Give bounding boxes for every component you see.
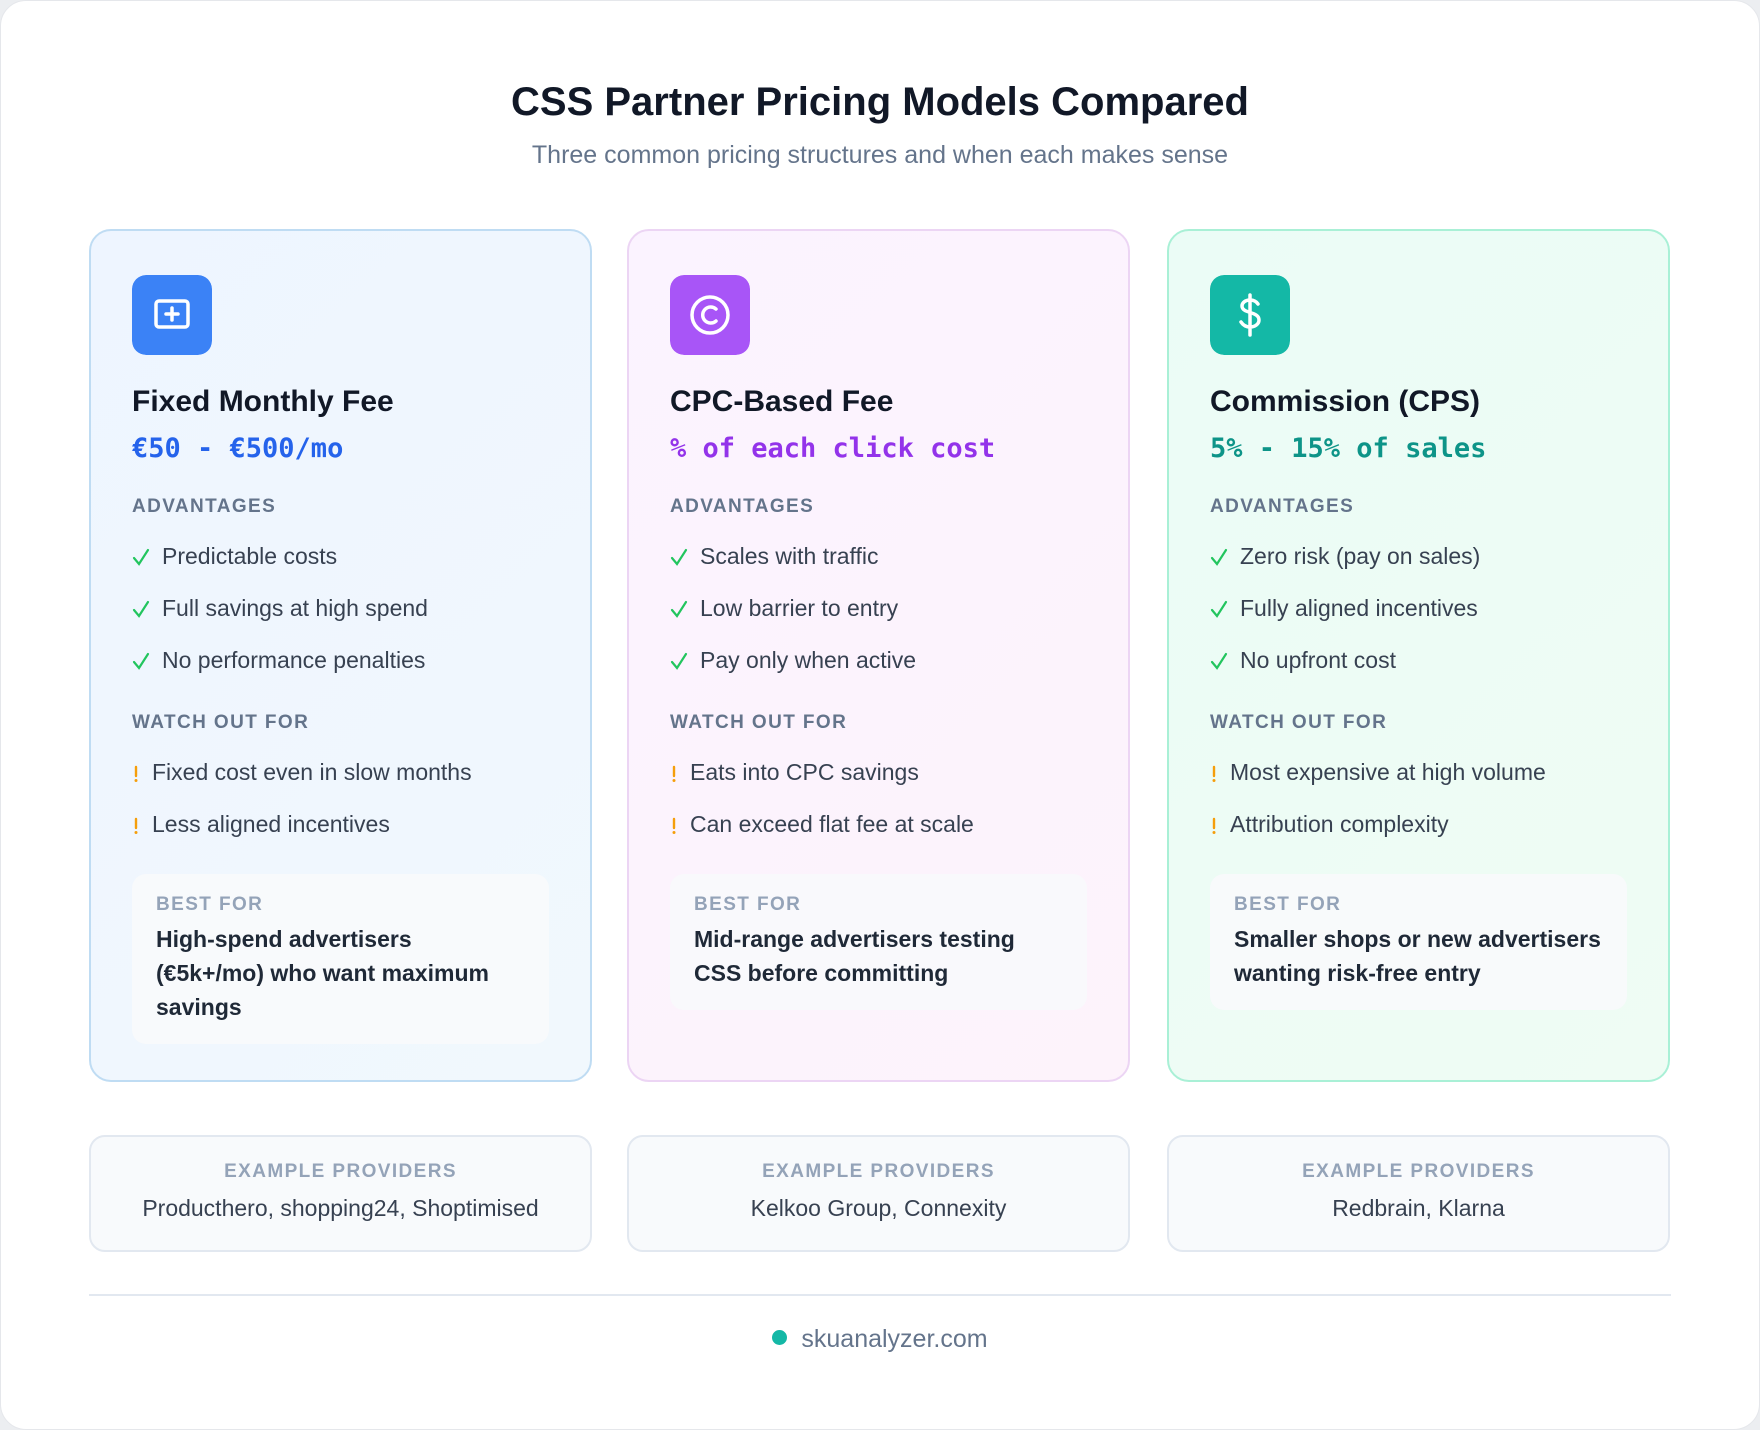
check-icon <box>132 652 150 670</box>
best-for-box: BEST FOR High-spend advertisers (€5k+/mo)… <box>132 874 549 1044</box>
check-icon <box>670 600 688 618</box>
providers-label: EXAMPLE PROVIDERS <box>224 1161 457 1182</box>
advantage-text: Zero risk (pay on sales) <box>1240 542 1481 569</box>
watch-text: Fixed cost even in slow months <box>152 758 472 785</box>
best-for-box: BEST FOR Smaller shops or new advertisers… <box>1210 874 1627 1010</box>
best-for-box: BEST FOR Mid-range advertisers testing CS… <box>670 874 1087 1010</box>
watch-list: Fixed cost even in slow months Less align… <box>132 746 549 850</box>
advantage-item: No upfront cost <box>1210 634 1627 686</box>
watch-text: Less aligned incentives <box>152 810 390 837</box>
warning-icon <box>134 765 138 782</box>
watch-item: Attribution complexity <box>1210 798 1627 850</box>
pricing-card: Fixed Monthly Fee €50 - €500/mo ADVANTAGES… <box>89 229 592 1082</box>
advantage-text: Pay only when active <box>700 646 917 673</box>
best-for-label: BEST FOR <box>1234 894 1342 915</box>
advantage-text: No upfront cost <box>1240 646 1396 673</box>
providers-names: Producthero, shopping24, Shoptimised <box>142 1195 539 1221</box>
section-label: WATCH OUT FOR <box>670 712 848 733</box>
providers-box: EXAMPLE PROVIDERS Producthero, shopping24… <box>89 1135 592 1252</box>
watch-item: Most expensive at high volume <box>1210 746 1627 798</box>
card-title: CPC-Based Fee <box>670 385 894 418</box>
advantage-item: Pay only when active <box>670 634 1087 686</box>
advantages-list: Zero risk (pay on sales) Fully aligned in… <box>1210 530 1627 686</box>
check-icon <box>132 600 150 618</box>
warning-icon <box>134 817 138 834</box>
watch-list: Eats into CPC savings Can exceed flat fee… <box>670 746 1087 850</box>
best-for-text: High-spend advertisers (€5k+/mo) who wan… <box>156 926 489 1020</box>
advantage-item: Low barrier to entry <box>670 582 1087 634</box>
check-icon <box>1210 652 1228 670</box>
providers-names: Redbrain, Klarna <box>1332 1195 1505 1221</box>
pricing-card: CPC-Based Fee % of each click cost ADVANTA… <box>627 229 1130 1082</box>
warning-icon <box>672 765 676 782</box>
section-label: ADVANTAGES <box>670 496 815 517</box>
advantage-item: Fully aligned incentives <box>1210 582 1627 634</box>
providers-names: Kelkoo Group, Connexity <box>750 1195 1007 1221</box>
watch-item: Can exceed flat fee at scale <box>670 798 1087 850</box>
card-price: €50 - €500/mo <box>132 433 344 464</box>
advantages-list: Scales with traffic Low barrier to entry P… <box>670 530 1087 686</box>
pricing-card: Commission (CPS) 5% - 15% of sales ADVANTA… <box>1167 229 1670 1082</box>
advantage-item: Zero risk (pay on sales) <box>1210 530 1627 582</box>
advantage-item: Scales with traffic <box>670 530 1087 582</box>
advantage-text: Full savings at high spend <box>162 594 428 621</box>
section-label: WATCH OUT FOR <box>132 712 310 733</box>
section-label: ADVANTAGES <box>1210 496 1355 517</box>
card-icon <box>1210 275 1290 355</box>
card-icon <box>132 275 212 355</box>
watch-text: Can exceed flat fee at scale <box>690 810 974 837</box>
card-price: 5% - 15% of sales <box>1210 433 1487 464</box>
watch-text: Most expensive at high volume <box>1230 758 1546 785</box>
divider <box>89 1294 1671 1296</box>
watch-text: Eats into CPC savings <box>690 758 919 785</box>
providers-label: EXAMPLE PROVIDERS <box>1302 1161 1535 1182</box>
card-icon <box>670 275 750 355</box>
watch-item: Fixed cost even in slow months <box>132 746 549 798</box>
section-label: ADVANTAGES <box>132 496 277 517</box>
best-for-label: BEST FOR <box>156 894 264 915</box>
best-for-text: Mid-range advertisers testing CSS before… <box>694 926 1015 986</box>
advantage-text: Predictable costs <box>162 542 338 569</box>
page-title: CSS Partner Pricing Models Compared <box>511 80 1249 124</box>
advantage-text: Scales with traffic <box>700 542 879 569</box>
providers-box: EXAMPLE PROVIDERS Redbrain, Klarna <box>1167 1135 1670 1252</box>
card-title: Fixed Monthly Fee <box>132 385 394 418</box>
watch-list: Most expensive at high volume Attribution… <box>1210 746 1627 850</box>
check-icon <box>132 548 150 566</box>
best-for-label: BEST FOR <box>694 894 802 915</box>
advantage-text: No performance penalties <box>162 646 426 673</box>
warning-icon <box>1212 817 1216 834</box>
advantage-text: Low barrier to entry <box>700 594 899 621</box>
footer-site: skuanalyzer.com <box>801 1325 988 1353</box>
advantage-item: Predictable costs <box>132 530 549 582</box>
footer: skuanalyzer.com <box>0 1325 1760 1354</box>
footer-dot <box>772 1330 788 1345</box>
warning-icon <box>672 817 676 834</box>
providers-box: EXAMPLE PROVIDERS Kelkoo Group, Connexity <box>627 1135 1130 1252</box>
providers-label: EXAMPLE PROVIDERS <box>762 1161 995 1182</box>
advantages-list: Predictable costs Full savings at high sp… <box>132 530 549 686</box>
watch-text: Attribution complexity <box>1230 810 1449 837</box>
card-price: % of each click cost <box>670 433 996 464</box>
warning-icon <box>1212 765 1216 782</box>
card-title: Commission (CPS) <box>1210 385 1481 418</box>
check-icon <box>670 652 688 670</box>
best-for-text: Smaller shops or new advertisers wanting… <box>1234 926 1601 986</box>
section-label: WATCH OUT FOR <box>1210 712 1388 733</box>
advantage-item: Full savings at high spend <box>132 582 549 634</box>
watch-item: Eats into CPC savings <box>670 746 1087 798</box>
advantage-text: Fully aligned incentives <box>1240 594 1478 621</box>
check-icon <box>670 548 688 566</box>
page-subtitle: Three common pricing structures and when… <box>531 141 1229 169</box>
advantage-item: No performance penalties <box>132 634 549 686</box>
watch-item: Less aligned incentives <box>132 798 549 850</box>
check-icon <box>1210 548 1228 566</box>
check-icon <box>1210 600 1228 618</box>
